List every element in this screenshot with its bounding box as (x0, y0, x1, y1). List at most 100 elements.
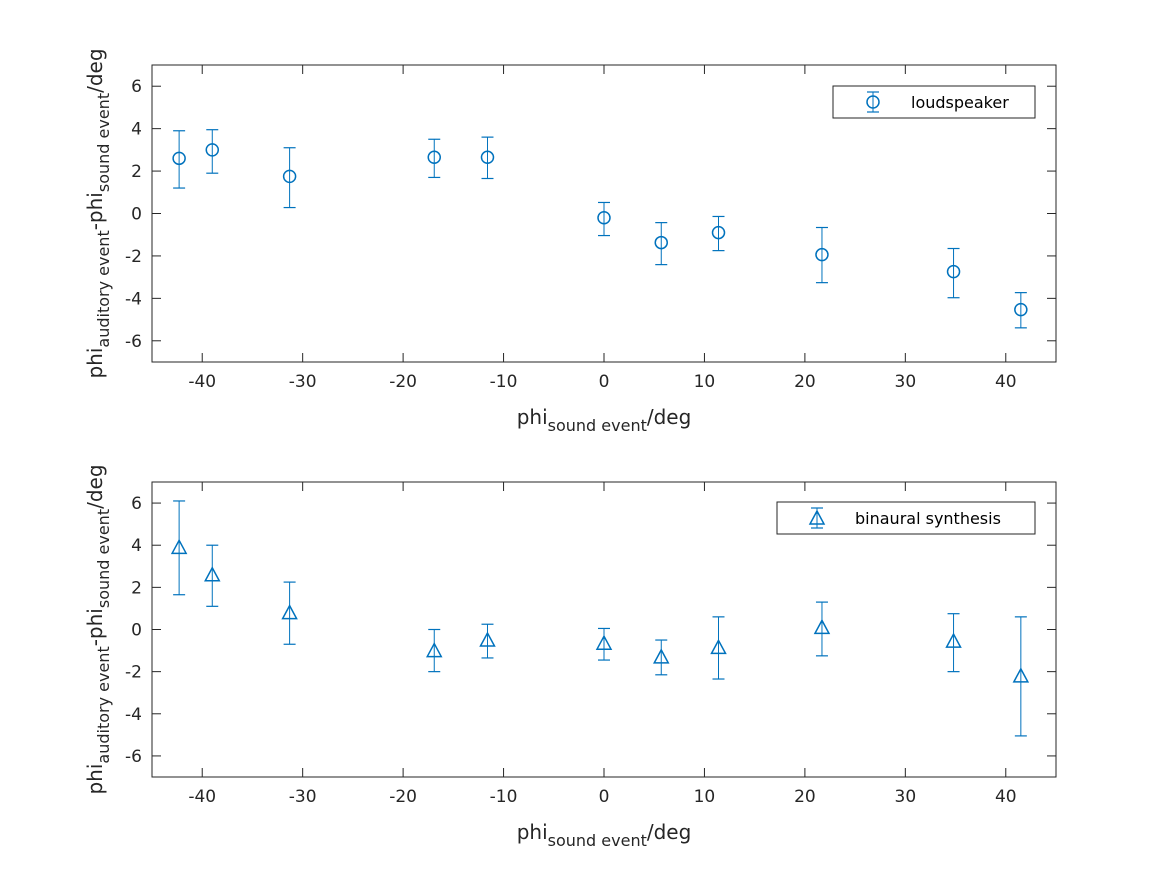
marker (815, 247, 829, 262)
legend-label: binaural synthesis (855, 509, 1001, 528)
y-axis-label: phiauditory event-phisound event/deg (83, 48, 113, 378)
x-tick-label: -30 (289, 787, 317, 807)
marker (205, 143, 220, 157)
marker (427, 150, 441, 165)
legend-marker (866, 95, 880, 109)
x-label-main: phi (517, 405, 548, 429)
data-point (427, 138, 441, 179)
marker (281, 604, 298, 620)
y-tick-label: 0 (131, 205, 142, 225)
x-tick-label: 20 (794, 787, 816, 807)
axes-2: -40 -30 -20 -10 0 10 20 30 40-6-4-20246phisound … (83, 464, 1057, 850)
marker (172, 151, 186, 166)
x-label-sub: sound event (548, 831, 647, 850)
data-point (946, 247, 961, 299)
legend: loudspeaker (832, 85, 1036, 119)
data-point (815, 226, 829, 284)
marker (204, 566, 221, 582)
y-label-main: phi (83, 764, 107, 795)
x-label-suffix: /deg (647, 820, 691, 844)
x-tick-label: -30 (289, 372, 317, 392)
y-tick-label: 6 (131, 494, 142, 514)
y-label-mid: -phi (83, 192, 107, 230)
y-label-main: phi (83, 348, 107, 379)
x-tick-label: -10 (490, 372, 518, 392)
y-tick-label: -4 (125, 289, 142, 309)
marker (1014, 302, 1028, 317)
data-point (480, 136, 495, 180)
marker (282, 169, 297, 184)
x-tick-label: 0 (599, 372, 610, 392)
y-label-sub: auditory event (94, 230, 113, 347)
marker (652, 648, 670, 664)
y-label-mid: -phi (83, 608, 107, 646)
x-tick-label: -20 (389, 787, 417, 807)
marker (945, 632, 962, 648)
y-axis-label: phiauditory event-phisound event/deg (83, 464, 113, 794)
marker (595, 634, 613, 650)
y-tick-label: 2 (131, 162, 142, 182)
marker (597, 210, 611, 225)
marker (425, 641, 443, 658)
series-binaural-synthesis (170, 500, 1030, 737)
data-point (654, 222, 669, 266)
legend-marker (808, 509, 826, 525)
x-tick-label: 40 (995, 372, 1017, 392)
data-point (282, 147, 297, 209)
axes-1: -40 -30 -20 -10 0 10 20 30 40-6-4-20246phisound … (83, 48, 1057, 435)
y-tick-label: -6 (125, 747, 142, 767)
x-axis-label: phisound event/deg (517, 820, 692, 850)
y-tick-label: 4 (131, 120, 142, 140)
data-point (425, 628, 443, 673)
y-tick-label: 6 (131, 77, 142, 97)
data-point (170, 500, 188, 596)
data-point (813, 601, 831, 657)
data-point (1014, 292, 1028, 329)
y-tick-label: -6 (125, 332, 142, 352)
marker (1012, 667, 1030, 683)
x-axis-label: phisound event/deg (517, 405, 692, 435)
data-point (281, 581, 298, 645)
marker (711, 225, 726, 240)
legend: binaural synthesis (776, 501, 1036, 535)
series-loudspeaker (172, 129, 1028, 329)
x-tick-label: 40 (995, 787, 1017, 807)
y-label-suffix: /deg (83, 48, 107, 92)
marker (654, 235, 669, 250)
data-point (711, 215, 726, 252)
x-tick-label: 20 (794, 372, 816, 392)
marker (946, 264, 961, 279)
y-tick-label: -2 (125, 247, 142, 267)
data-point (204, 544, 221, 607)
x-tick-label: -40 (188, 372, 216, 392)
marker (813, 618, 831, 635)
y-tick-label: 2 (131, 578, 142, 598)
data-point (479, 623, 496, 659)
y-tick-label: 0 (131, 621, 142, 641)
x-label-suffix: /deg (647, 405, 691, 429)
data-point (945, 613, 962, 673)
x-tick-label: 0 (599, 787, 610, 807)
data-point (710, 616, 727, 680)
data-point (652, 639, 670, 676)
data-point (172, 130, 186, 189)
x-tick-label: 10 (694, 787, 716, 807)
y-tick-label: 4 (131, 536, 142, 556)
marker (170, 538, 188, 555)
y-tick-label: -4 (125, 705, 142, 725)
x-tick-label: -10 (490, 787, 518, 807)
marker (710, 638, 727, 655)
x-label-sub: sound event (548, 416, 647, 435)
y-label-sub2: sound event (94, 509, 113, 608)
x-tick-label: 30 (895, 787, 917, 807)
y-tick-label: -2 (125, 663, 142, 683)
data-point (205, 129, 220, 174)
data-point (595, 627, 613, 661)
legend-label: loudspeaker (911, 93, 1009, 112)
x-tick-label: -40 (188, 787, 216, 807)
y-label-sub2: sound event (94, 93, 113, 192)
x-label-main: phi (517, 820, 548, 844)
x-tick-label: 10 (694, 372, 716, 392)
x-tick-label: 30 (895, 372, 917, 392)
